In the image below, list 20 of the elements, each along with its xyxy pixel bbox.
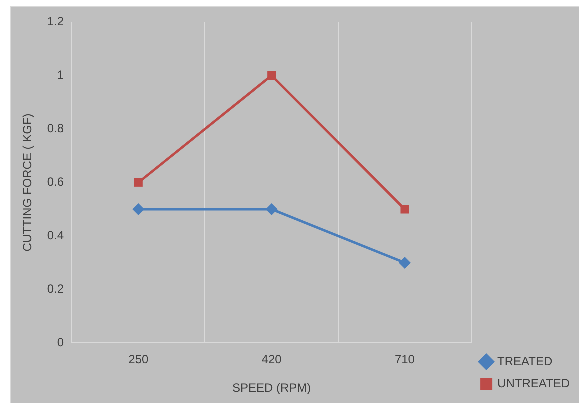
y-tick-label: 1.2 [47, 14, 64, 29]
point [132, 203, 145, 216]
point [268, 71, 276, 80]
x-axis-title: SPEED (RPM) [232, 381, 312, 396]
legend-label: TREATED [498, 354, 553, 368]
y-tick-label: 0.6 [47, 175, 64, 190]
x-tick-label: 250 [128, 352, 149, 367]
point [266, 203, 278, 216]
y-tick-label: 0.2 [47, 282, 64, 296]
point [398, 256, 411, 269]
x-tick-label: 420 [262, 352, 282, 367]
x-tick-label: 710 [394, 352, 416, 367]
y-tick-label: 0.8 [47, 122, 64, 136]
y-tick-label: 1 [57, 68, 64, 82]
legend-label: UNTREATED [498, 376, 570, 390]
y-axis-title: CUTTING FORCE ( KGF) [20, 114, 35, 252]
y-tick-label: 0.4 [47, 228, 64, 243]
point [400, 205, 410, 214]
y-tick-label: 0 [57, 336, 64, 350]
point [134, 178, 143, 187]
